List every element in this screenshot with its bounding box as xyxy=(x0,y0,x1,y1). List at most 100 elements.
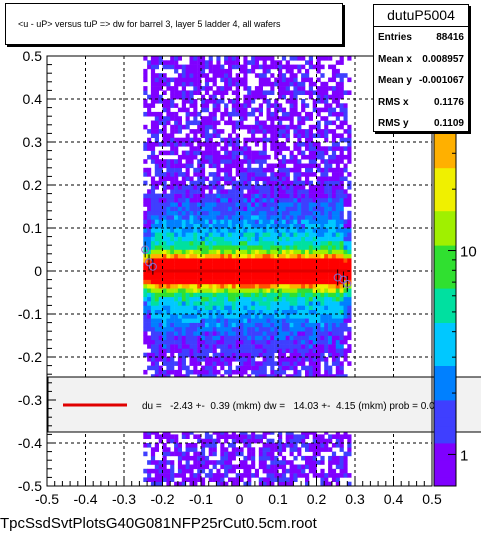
heatmap-cell xyxy=(193,228,198,233)
heatmap-cell xyxy=(208,154,213,160)
heatmap-cell xyxy=(158,77,163,83)
heatmap-cell xyxy=(220,275,225,280)
heatmap-cell xyxy=(193,219,198,224)
heatmap-cell xyxy=(281,154,287,160)
heatmap-cell xyxy=(258,189,263,194)
heatmap-cell xyxy=(339,103,344,108)
heatmap-cell xyxy=(320,258,325,263)
heatmap-cell xyxy=(312,314,317,319)
heatmap-cell xyxy=(212,271,217,276)
heatmap-cell xyxy=(154,249,159,255)
heatmap-cell xyxy=(328,232,333,237)
heatmap-cell xyxy=(324,240,329,246)
heatmap-cell xyxy=(266,339,271,345)
heatmap-cell xyxy=(181,335,186,341)
heatmap-cell xyxy=(228,288,233,293)
heatmap-cell xyxy=(316,352,321,358)
heatmap-cell xyxy=(293,266,298,272)
heatmap-cell xyxy=(201,103,206,108)
heatmap-cell xyxy=(247,159,252,164)
heatmap-cell xyxy=(339,318,344,323)
heatmap-cell xyxy=(220,279,225,285)
profile-point xyxy=(141,245,150,254)
heatmap-cell xyxy=(293,357,298,362)
heatmap-cell xyxy=(258,455,263,461)
heatmap-cell xyxy=(204,120,210,126)
heatmap-cell xyxy=(204,361,210,366)
heatmap-cell xyxy=(208,111,213,117)
heatmap-cell xyxy=(251,271,256,276)
heatmap-cell xyxy=(258,236,263,242)
heatmap-cell xyxy=(270,365,275,371)
heatmap-cell xyxy=(154,322,159,328)
heatmap-cell xyxy=(224,318,229,323)
heatmap-cell xyxy=(339,292,344,298)
heatmap-cell xyxy=(343,292,348,298)
heatmap-cell xyxy=(181,81,186,87)
heatmap-cell xyxy=(289,150,294,156)
heatmap-cell xyxy=(204,236,210,242)
heatmap-cell xyxy=(262,176,267,181)
heatmap-cell xyxy=(251,344,256,349)
heatmap-cell xyxy=(347,236,352,242)
heatmap-cell xyxy=(193,103,198,108)
heatmap-cell xyxy=(324,107,329,113)
heatmap-cell xyxy=(181,344,186,349)
palette-segment xyxy=(434,159,456,169)
heatmap-cell xyxy=(289,193,294,199)
heatmap-cell xyxy=(285,305,290,310)
heatmap-cell xyxy=(289,81,294,87)
heatmap-cell xyxy=(347,292,352,298)
heatmap-cell xyxy=(312,262,317,267)
heatmap-cell xyxy=(158,202,163,207)
heatmap-cell xyxy=(220,176,225,181)
heatmap-cell xyxy=(297,228,302,233)
y-tick-label: -0.2 xyxy=(18,349,42,365)
heatmap-cell xyxy=(331,357,337,362)
heatmap-cell xyxy=(285,339,290,345)
heatmap-cell xyxy=(185,68,190,74)
heatmap-cell xyxy=(158,142,163,147)
heatmap-cell xyxy=(147,357,152,362)
x-tick-label: 0 xyxy=(236,491,244,507)
heatmap-cell xyxy=(331,129,337,134)
heatmap-cell xyxy=(193,318,198,323)
heatmap-cell xyxy=(150,236,156,242)
heatmap-cell xyxy=(328,322,333,328)
heatmap-cell xyxy=(251,318,256,323)
heatmap-cell xyxy=(185,468,190,474)
heatmap-cell xyxy=(143,369,148,375)
heatmap-cell xyxy=(262,249,267,255)
heatmap-cell xyxy=(208,124,213,130)
heatmap-cell xyxy=(328,288,333,293)
heatmap-cell xyxy=(185,150,190,156)
heatmap-cell xyxy=(150,193,156,199)
heatmap-cell xyxy=(281,228,287,233)
heatmap-cell xyxy=(297,262,302,267)
heatmap-cell xyxy=(293,232,298,237)
heatmap-cell xyxy=(328,455,333,461)
heatmap-cell xyxy=(193,197,198,203)
heatmap-cell xyxy=(347,223,352,229)
heatmap-cell xyxy=(231,283,236,289)
heatmap-cell xyxy=(293,335,298,341)
heatmap-cell xyxy=(258,434,263,439)
heatmap-cell xyxy=(162,344,167,349)
heatmap-cell xyxy=(281,215,287,220)
heatmap-cell xyxy=(170,142,175,147)
heatmap-cell xyxy=(162,90,167,95)
heatmap-cell xyxy=(231,56,236,61)
heatmap-cell xyxy=(147,172,152,177)
histogram-title-box: <u - uP> versus tuP => dw for barrel 3, … xyxy=(5,3,343,45)
heatmap-cell xyxy=(335,357,340,362)
heatmap-cell xyxy=(212,159,217,164)
heatmap-cell xyxy=(316,68,321,74)
heatmap-cell xyxy=(266,99,271,104)
heatmap-cell xyxy=(320,223,325,229)
heatmap-cell xyxy=(320,357,325,362)
heatmap-cell xyxy=(197,253,202,259)
heatmap-cell xyxy=(312,322,317,328)
heatmap-cell xyxy=(189,240,194,246)
heatmap-cell xyxy=(335,361,340,366)
heatmap-cell xyxy=(212,215,217,220)
